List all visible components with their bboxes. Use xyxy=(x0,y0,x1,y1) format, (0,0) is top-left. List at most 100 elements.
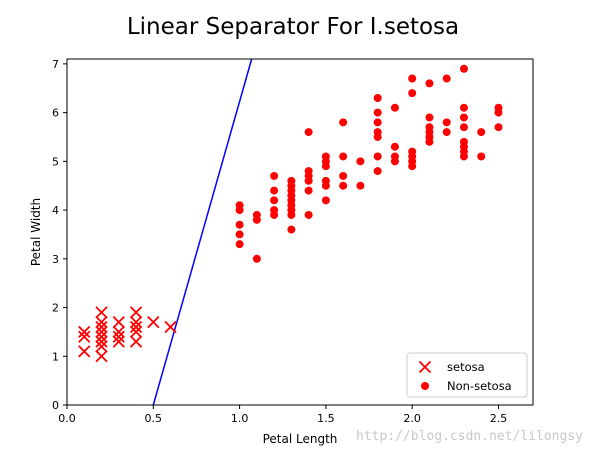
y-axis-label: Petal Width xyxy=(29,198,43,266)
y-tick-label: 7 xyxy=(52,58,59,71)
non-setosa-point xyxy=(459,64,468,73)
setosa-point xyxy=(129,316,143,329)
non-setosa-point xyxy=(373,108,382,117)
x-tick-label: 0.5 xyxy=(145,412,163,425)
non-setosa-point xyxy=(459,123,468,132)
y-tick-label: 3 xyxy=(52,253,59,266)
y-tick-label: 6 xyxy=(52,107,59,120)
non-setosa-point xyxy=(339,171,348,180)
setosa-point xyxy=(129,325,143,339)
separator-line xyxy=(152,58,253,406)
x-axis-label: Petal Length xyxy=(263,432,338,446)
setosa-point xyxy=(129,335,143,348)
setosa-point xyxy=(147,316,160,329)
setosa-point xyxy=(112,330,125,343)
y-tick-label: 2 xyxy=(52,302,59,315)
setosa-point xyxy=(112,335,125,348)
non-setosa-point xyxy=(459,113,468,122)
non-setosa-point xyxy=(339,152,348,161)
y-tick-label: 0 xyxy=(52,399,59,412)
non-setosa-point xyxy=(356,181,365,190)
non-setosa-point xyxy=(304,210,313,219)
non-setosa-point xyxy=(252,254,261,263)
non-setosa-point xyxy=(494,103,503,112)
setosa-point xyxy=(78,345,91,358)
non-setosa-point xyxy=(390,152,399,161)
non-setosa-point xyxy=(390,142,399,151)
non-setosa-point xyxy=(235,220,244,229)
non-setosa-point xyxy=(459,103,468,112)
x-tick-label: 0.0 xyxy=(58,412,76,425)
setosa-point xyxy=(129,320,143,334)
setosa-point xyxy=(78,325,91,339)
legend-setosa-label: setosa xyxy=(447,360,485,374)
non-setosa-point xyxy=(477,152,486,161)
chart-title: Linear Separator For I.setosa xyxy=(127,14,459,40)
watermark: http://blog.csdn.net/lilongsy xyxy=(356,429,583,444)
setosa-point xyxy=(95,330,108,343)
non-setosa-point xyxy=(459,137,468,146)
non-setosa-point xyxy=(235,240,244,249)
non-setosa-point xyxy=(477,128,486,137)
non-setosa-point xyxy=(408,74,417,83)
non-setosa-point xyxy=(339,118,348,127)
y-tick-label: 4 xyxy=(52,204,59,217)
setosa-point xyxy=(95,325,108,339)
non-setosa-point xyxy=(270,206,279,215)
non-setosa-point xyxy=(339,181,348,190)
y-tick-label: 1 xyxy=(52,350,59,363)
non-setosa-point xyxy=(373,118,382,127)
non-setosa-point xyxy=(287,225,296,234)
x-tick-label: 1.0 xyxy=(231,412,249,425)
non-setosa-point xyxy=(321,152,330,161)
legend-non-setosa-label: Non-setosa xyxy=(447,379,512,393)
data-points xyxy=(78,64,503,363)
non-setosa-point xyxy=(321,176,330,185)
non-setosa-point xyxy=(442,74,451,83)
non-setosa-point xyxy=(235,230,244,239)
x-tick-label: 1.5 xyxy=(317,412,335,425)
non-setosa-point xyxy=(425,123,434,132)
non-setosa-point xyxy=(270,171,279,180)
non-setosa-point xyxy=(270,196,279,205)
setosa-point xyxy=(164,320,177,334)
non-setosa-point xyxy=(425,113,434,122)
legend-setosa-marker xyxy=(418,360,432,374)
x-tick-label: 2.0 xyxy=(403,412,421,425)
legend-non-setosa-marker xyxy=(421,382,429,390)
setosa-point xyxy=(112,316,125,329)
non-setosa-point xyxy=(425,79,434,88)
setosa-point xyxy=(95,320,108,334)
non-setosa-point xyxy=(356,157,365,166)
plot-frame xyxy=(66,58,534,406)
non-setosa-point xyxy=(373,152,382,161)
setosa-point xyxy=(95,306,108,319)
non-setosa-point xyxy=(373,128,382,137)
x-axis-ticks: 0.0 0.5 1.0 1.5 2.0 2.5 xyxy=(58,405,507,425)
setosa-point xyxy=(95,350,108,363)
y-axis-ticks: 0 1 2 3 4 5 6 7 xyxy=(52,58,67,412)
non-setosa-point xyxy=(252,210,261,219)
non-setosa-point xyxy=(321,196,330,205)
non-setosa-point xyxy=(235,201,244,210)
non-setosa-point xyxy=(390,103,399,112)
setosa-point xyxy=(95,316,108,329)
non-setosa-point xyxy=(304,186,313,195)
non-setosa-point xyxy=(373,167,382,176)
legend: setosa Non-setosa xyxy=(406,352,528,398)
non-setosa-point xyxy=(304,167,313,176)
legend-box xyxy=(406,352,528,398)
non-setosa-point xyxy=(442,118,451,127)
non-setosa-point xyxy=(373,93,382,102)
non-setosa-point xyxy=(408,147,417,156)
setosa-point xyxy=(95,340,108,353)
setosa-point xyxy=(112,325,125,339)
setosa-point xyxy=(78,330,91,343)
setosa-point xyxy=(129,306,143,319)
setosa-point xyxy=(95,335,108,348)
non-setosa-point xyxy=(442,128,451,137)
non-setosa-point xyxy=(287,176,296,185)
non-setosa-point xyxy=(408,89,417,98)
x-tick-label: 2.5 xyxy=(490,412,508,425)
